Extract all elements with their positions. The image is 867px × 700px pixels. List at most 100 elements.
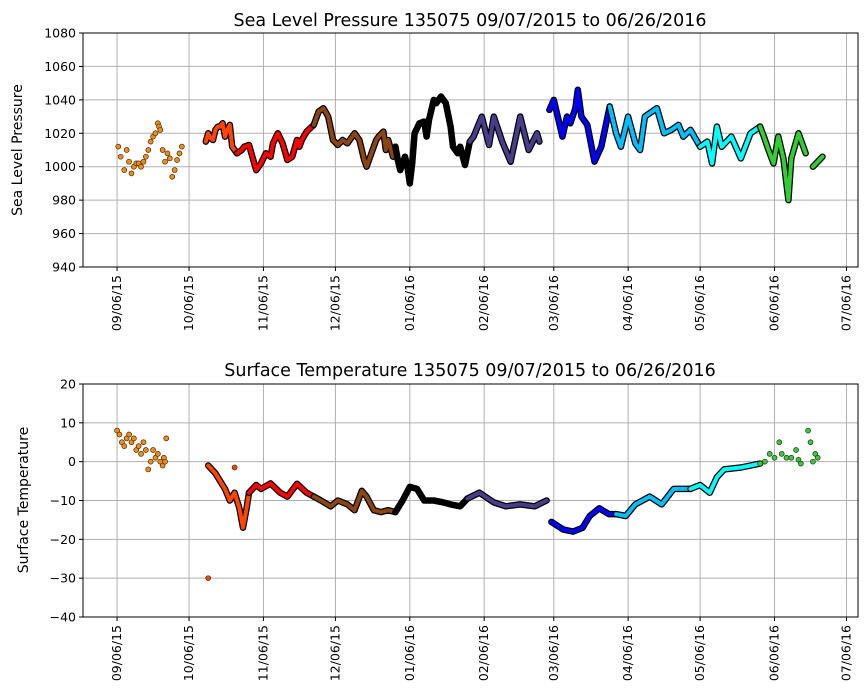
data-point xyxy=(128,170,135,177)
series-apr-2016 xyxy=(612,485,694,520)
series-sep-2015 xyxy=(115,120,185,180)
series-nov-2015 xyxy=(233,121,318,174)
data-point xyxy=(171,167,178,173)
y-tick-label: 20 xyxy=(60,377,76,392)
series-mar-2016 xyxy=(548,505,620,535)
data-point xyxy=(179,143,185,150)
data-point xyxy=(766,451,773,457)
y-tick-label: 0 xyxy=(68,454,76,469)
series-nov-2015 xyxy=(245,480,318,500)
x-tick-label: 04/06/16 xyxy=(620,625,635,681)
data-point xyxy=(121,443,128,449)
data-point xyxy=(117,153,124,160)
pressure-title: Sea Level Pressure 135075 09/07/2015 to … xyxy=(234,11,707,31)
series-line xyxy=(547,87,612,164)
series-feb-2016 xyxy=(464,489,550,510)
series-line xyxy=(393,484,470,515)
y-tick-label: 1020 xyxy=(44,126,76,141)
data-point xyxy=(162,458,168,465)
series-line xyxy=(607,104,703,152)
data-point xyxy=(131,435,137,442)
series-may-2016 xyxy=(687,460,764,496)
x-tick-label: 03/06/16 xyxy=(546,625,561,681)
y-tick-label: 1000 xyxy=(44,159,76,174)
series-apr-2016 xyxy=(606,103,704,154)
data-point xyxy=(145,466,152,473)
data-point xyxy=(145,147,152,153)
series-dec-2015 xyxy=(310,487,399,516)
data-point xyxy=(159,147,166,153)
data-point xyxy=(140,158,147,165)
data-point xyxy=(814,454,821,461)
data-point xyxy=(757,460,763,467)
series-may-2016 xyxy=(696,123,764,167)
data-point xyxy=(807,439,814,446)
data-point xyxy=(126,431,132,438)
data-point xyxy=(788,454,795,461)
data-point xyxy=(231,464,238,471)
x-tick-label: 07/06/16 xyxy=(838,275,853,331)
y-tick-label: −40 xyxy=(50,610,76,625)
x-tick-label: 12/06/15 xyxy=(327,275,342,331)
x-tick-label: 04/06/16 xyxy=(620,275,635,331)
x-tick-label: 09/06/15 xyxy=(109,275,124,331)
temperature-title: Surface Temperature 135075 09/07/2015 to… xyxy=(224,361,715,381)
series-oct-2015 xyxy=(202,120,241,157)
data-point xyxy=(762,458,768,465)
x-tick-label: 05/06/16 xyxy=(692,275,707,331)
x-tick-label: 10/06/15 xyxy=(181,625,196,681)
data-point xyxy=(169,173,176,180)
y-tick-label: −10 xyxy=(50,493,76,508)
data-point xyxy=(126,158,132,165)
series-line xyxy=(698,124,763,166)
series-line xyxy=(549,506,619,534)
series-jan-2016 xyxy=(392,93,474,187)
data-point xyxy=(162,158,168,165)
data-point xyxy=(771,454,778,461)
series-dec-2015 xyxy=(310,104,399,170)
x-tick-label: 03/06/16 xyxy=(546,275,561,331)
data-point xyxy=(798,460,804,467)
data-point xyxy=(776,439,783,446)
data-point xyxy=(793,447,799,453)
data-point xyxy=(174,157,180,163)
series-mar-2016 xyxy=(546,86,613,165)
y-tick-label: 1040 xyxy=(44,92,76,107)
data-point xyxy=(147,458,154,465)
x-tick-label: 11/06/15 xyxy=(255,625,270,681)
data-point xyxy=(138,451,144,457)
y-tick-label: 10 xyxy=(60,415,76,430)
y-tick-label: 1060 xyxy=(44,59,76,74)
pressure-plot: Sea Level Pressure 135075 09/07/2015 to … xyxy=(10,11,859,331)
data-point xyxy=(140,439,147,446)
x-tick-label: 12/06/15 xyxy=(327,625,342,681)
data-point xyxy=(810,458,816,465)
series-line xyxy=(206,463,251,530)
x-tick-label: 05/06/16 xyxy=(692,625,707,681)
series-jun-2016 xyxy=(757,427,821,467)
data-point xyxy=(164,150,171,157)
y-tick-label: −30 xyxy=(50,571,76,586)
series-line xyxy=(758,124,808,203)
x-tick-label: 09/06/15 xyxy=(109,625,124,681)
data-point xyxy=(116,431,123,438)
x-tick-label: 02/06/16 xyxy=(476,275,491,331)
temperature-plot: Surface Temperature 135075 09/07/2015 to… xyxy=(16,361,859,681)
y-tick-label: 940 xyxy=(52,260,76,275)
series-sep-2015 xyxy=(114,427,170,473)
x-tick-label: 01/06/16 xyxy=(402,275,417,331)
series-line xyxy=(465,490,549,509)
pressure-y-label: Sea Level Pressure xyxy=(10,84,26,216)
y-tick-label: 980 xyxy=(52,193,76,208)
x-tick-label: 11/06/15 xyxy=(255,275,270,331)
y-tick-label: −20 xyxy=(50,532,76,547)
data-point xyxy=(176,150,183,157)
data-point xyxy=(135,443,142,449)
data-point xyxy=(143,447,149,453)
x-tick-label: 10/06/15 xyxy=(181,275,196,331)
data-point xyxy=(138,163,144,170)
data-point xyxy=(157,127,164,133)
data-point xyxy=(163,435,170,442)
y-tick-label: 960 xyxy=(52,226,76,241)
data-point xyxy=(150,447,156,453)
